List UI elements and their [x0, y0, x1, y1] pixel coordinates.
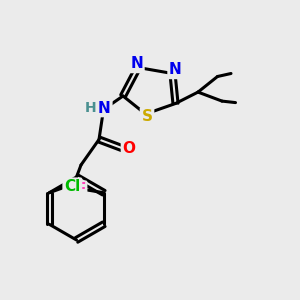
Text: N: N	[169, 62, 182, 77]
Text: O: O	[122, 141, 136, 156]
Text: N: N	[98, 100, 111, 116]
Text: F: F	[75, 182, 85, 197]
Text: S: S	[142, 109, 152, 124]
Text: Cl: Cl	[64, 179, 80, 194]
Text: H: H	[85, 101, 97, 115]
Text: N: N	[130, 56, 143, 71]
